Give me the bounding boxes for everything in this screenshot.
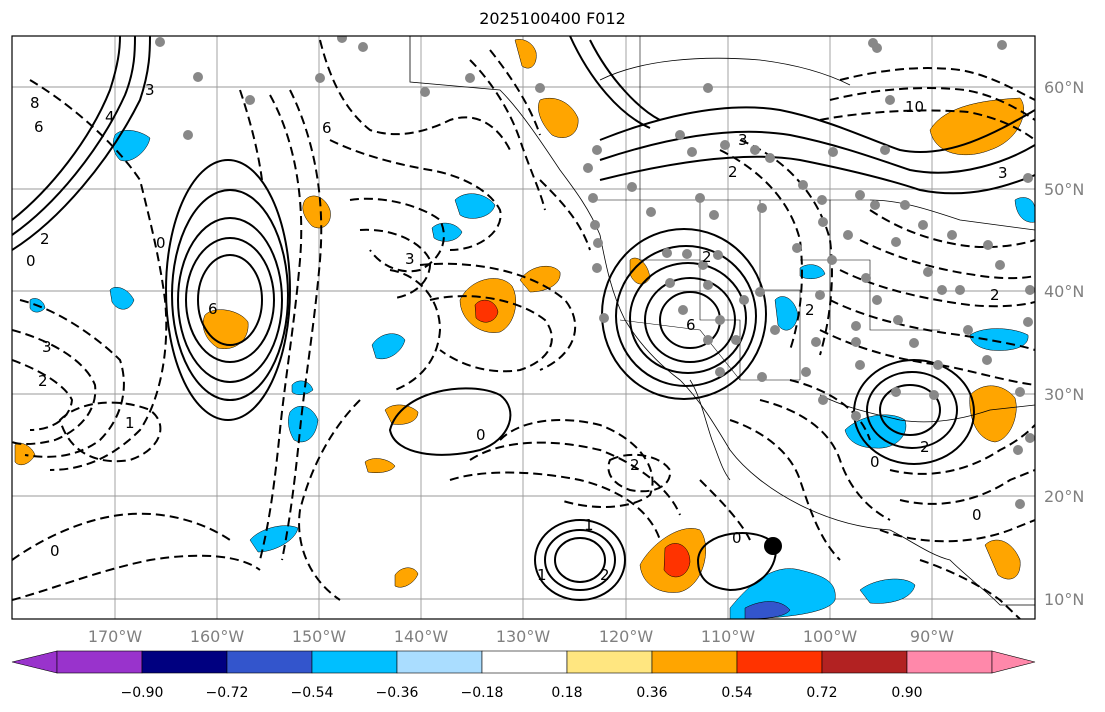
dashed-contours: [12, 39, 1035, 619]
contour-label: 3: [738, 131, 748, 149]
colorbar-segment: [56, 650, 143, 674]
contour-label: 2: [40, 230, 50, 248]
shaded-anomalies: [14, 39, 1035, 619]
colorbar-segment: [11, 650, 58, 674]
contour-label: 1: [125, 414, 135, 432]
colorbar-tick-label: −0.90: [121, 685, 164, 701]
station-dots: [155, 36, 1035, 509]
contour-label: 2: [702, 248, 712, 266]
map-border: [11, 35, 1036, 620]
lon-label-140w: 140°W: [394, 627, 449, 646]
lon-label-100w: 100°W: [803, 627, 858, 646]
lat-label-40n: 40°N: [1044, 282, 1084, 301]
colorbar-segment: [906, 650, 993, 674]
graticule: [12, 36, 1035, 619]
map-content: 8 6 4 2 0 3 6 0 3 2 1 0 6 3 2 1 0 2 0 1 …: [12, 36, 1035, 619]
latitude-labels: 60°N 50°N 40°N 30°N 20°N 10°N: [1044, 78, 1084, 609]
contour-label: 6: [686, 316, 696, 334]
colorbar-tick-label: −0.18: [461, 685, 504, 701]
contour-label: 3: [145, 81, 155, 99]
contour-label: 2: [920, 438, 930, 456]
contour-label: 0: [50, 542, 60, 560]
lon-label-160w: 160°W: [190, 627, 245, 646]
colorbar-tick-label: 0.90: [891, 685, 922, 701]
lat-label-60n: 60°N: [1044, 78, 1084, 97]
colorbar-segment: [821, 650, 908, 674]
colorbar-segment: [736, 650, 823, 674]
colorbar-segment: [226, 650, 313, 674]
longitude-labels: 170°W 160°W 150°W 140°W 130°W 120°W 110°…: [88, 627, 954, 646]
colorbar-segment: [141, 650, 228, 674]
contour-label: 2: [990, 286, 1000, 304]
colorbar-segment: [651, 650, 738, 674]
colorbar-segment: [991, 650, 1036, 674]
colorbar-segment: [311, 650, 398, 674]
contour-label: 0: [732, 529, 742, 547]
lon-label-90w: 90°W: [910, 627, 954, 646]
contour-label: 2: [600, 566, 610, 584]
contour-label: 0: [476, 426, 486, 444]
map-title: 2025100400 F012: [479, 9, 626, 28]
contour-label: 2: [728, 163, 738, 181]
location-marker: [764, 537, 782, 555]
colorbar-tick-label: 0.18: [551, 685, 582, 701]
contour-label: 6: [322, 119, 332, 137]
contour-label: 3: [42, 338, 52, 356]
lon-label-150w: 150°W: [292, 627, 347, 646]
contour-label: 1: [537, 566, 547, 584]
colorbar-tick-label: 0.72: [806, 685, 837, 701]
contour-label: 0: [870, 453, 880, 471]
colorbar-segment: [566, 650, 653, 674]
contour-label: 8: [30, 94, 40, 112]
lat-label-30n: 30°N: [1044, 385, 1084, 404]
contour-label: 1: [584, 516, 594, 534]
lon-label-170w: 170°W: [88, 627, 143, 646]
contour-label: 2: [805, 301, 815, 319]
contour-label: 2: [38, 372, 48, 390]
contour-labels: 8 6 4 2 0 3 6 0 3 2 1 0 6 3 2 1 0 2 0 1 …: [26, 81, 1008, 584]
contour-label: 0: [26, 252, 36, 270]
contour-label: 4: [105, 108, 115, 126]
lon-label-120w: 120°W: [599, 627, 654, 646]
lon-label-130w: 130°W: [496, 627, 551, 646]
contour-label: 6: [34, 118, 44, 136]
contour-label: 3: [998, 164, 1008, 182]
contour-label: 2: [630, 456, 640, 474]
lat-label-20n: 20°N: [1044, 487, 1084, 506]
colorbar: [11, 650, 1036, 674]
colorbar-tick-label: 0.54: [721, 685, 752, 701]
colorbar-tick-label: −0.36: [376, 685, 419, 701]
contour-label: 0: [972, 506, 982, 524]
colorbar-tick-label: −0.54: [291, 685, 334, 701]
contour-label: 0: [156, 234, 166, 252]
lat-label-10n: 10°N: [1044, 590, 1084, 609]
colorbar-segment: [481, 650, 568, 674]
map-panel: [12, 36, 1035, 619]
lat-label-50n: 50°N: [1044, 180, 1084, 199]
contour-label: 3: [405, 250, 415, 268]
colorbar-tick-label: 0.36: [636, 685, 667, 701]
colorbar-tick-label: −0.72: [206, 685, 249, 701]
contour-label: 10: [905, 98, 924, 116]
colorbar-ticks: −0.90 −0.72 −0.54 −0.36 −0.18 0.18 0.36 …: [121, 685, 923, 701]
colorbar-segment: [396, 650, 483, 674]
lon-label-110w: 110°W: [701, 627, 756, 646]
coastlines: [409, 36, 1035, 606]
contour-label: 6: [208, 300, 218, 318]
